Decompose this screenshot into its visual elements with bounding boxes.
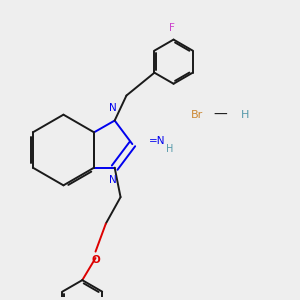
Text: F: F xyxy=(169,23,175,33)
Text: —: — xyxy=(214,108,227,122)
Text: H: H xyxy=(166,143,174,154)
Text: H: H xyxy=(241,110,250,120)
Text: =N: =N xyxy=(148,136,165,146)
Text: N: N xyxy=(109,103,117,113)
Text: Br: Br xyxy=(191,110,203,120)
Text: N: N xyxy=(109,175,117,185)
Text: O: O xyxy=(91,255,100,265)
